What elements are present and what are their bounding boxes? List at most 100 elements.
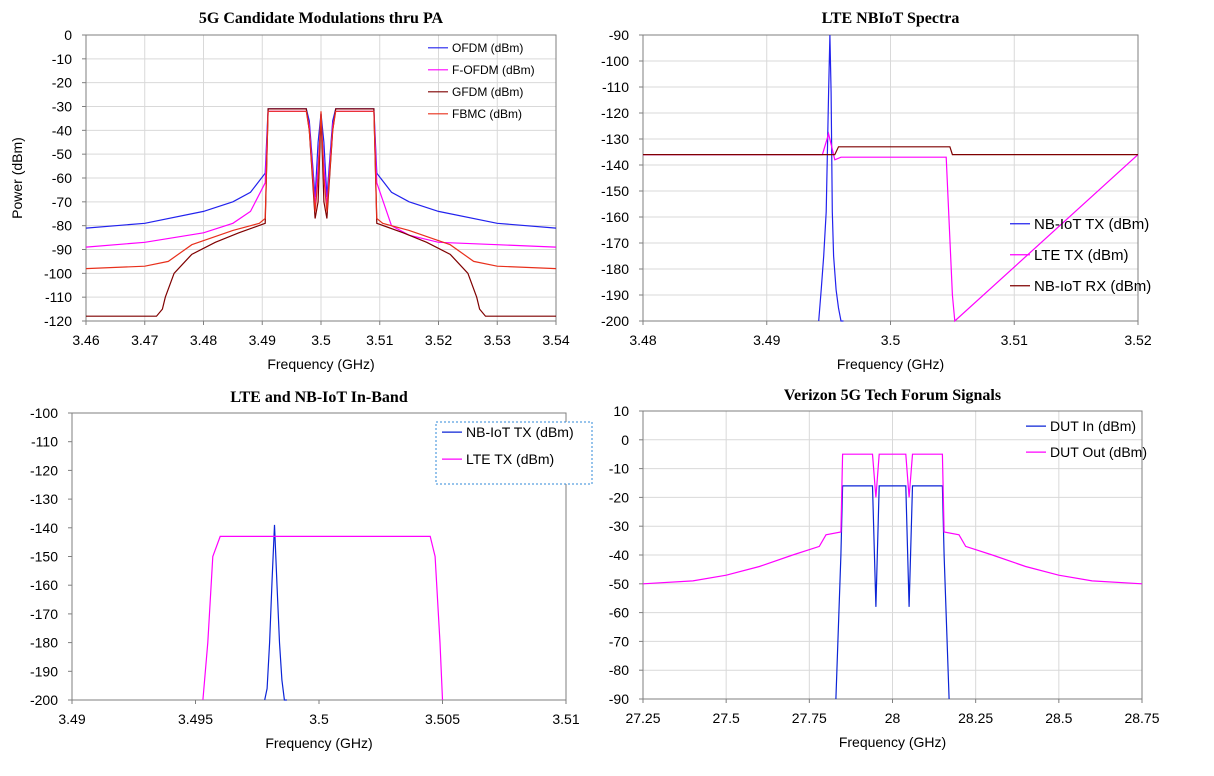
y-tick-label: -100: [601, 53, 629, 69]
series-line-2: [202, 535, 444, 701]
legend-label: OFDM (dBm): [452, 41, 523, 55]
y-tick-label: 10: [613, 403, 629, 419]
y-tick-label: -140: [30, 520, 58, 536]
x-tick-label: 3.48: [190, 332, 217, 348]
y-tick-label: -70: [52, 194, 72, 210]
chart-title: LTE NBIoT Spectra: [822, 10, 960, 27]
y-tick-label: -120: [44, 313, 72, 329]
chart-title: LTE and NB-IoT In-Band: [230, 389, 408, 406]
chart-2: 3.48 3.49 3.5 3.51 3.52 -90 -100 -110 -120 -130 -1…: [601, 10, 1152, 372]
y-tick-label: -70: [609, 633, 629, 649]
x-tick-label: 3.51: [552, 711, 579, 727]
y-tick-label: -140: [601, 157, 629, 173]
x-axis-label: Frequency (GHz): [837, 356, 944, 372]
x-tick-label: 3.49: [753, 332, 780, 348]
x-tick-label: 3.54: [542, 332, 569, 348]
y-tick-label: -10: [52, 51, 72, 67]
y-tick-label: -190: [601, 287, 629, 303]
y-tick-label: -100: [30, 405, 58, 421]
chart-3: 3.49 3.495 3.5 3.505 3.51 -100 -110 -120 -130 -14…: [30, 389, 593, 751]
chart-1: 3.46 3.47 3.48 3.49 3.5 3.51 3.52 3.53 3.54 0 -10 -…: [9, 10, 570, 372]
legend-label: FBMC (dBm): [452, 107, 522, 121]
y-tick-label: 0: [64, 27, 72, 43]
y-axis-label: Power (dBm): [9, 137, 25, 219]
y-tick-label: -160: [30, 577, 58, 593]
x-tick-label: 28.5: [1045, 710, 1072, 726]
y-tick-label: -90: [52, 242, 72, 258]
y-tick-label: -10: [609, 461, 629, 477]
y-tick-label: -40: [609, 547, 629, 563]
series-line-1: [835, 485, 950, 700]
y-tick-label: -150: [30, 549, 58, 565]
y-tick-label: -150: [601, 183, 629, 199]
y-tick-label: -60: [52, 170, 72, 186]
y-tick-label: -20: [609, 489, 629, 505]
x-tick-label: 3.49: [249, 332, 276, 348]
y-tick-label: -110: [31, 434, 58, 450]
x-tick-label: 27.5: [713, 710, 740, 726]
legend-label: NB-IoT RX (dBm): [1034, 278, 1151, 295]
chart-title: 5G Candidate Modulations thru PA: [199, 10, 444, 27]
legend-label: LTE TX (dBm): [466, 451, 554, 467]
series-line-2: [643, 131, 1139, 323]
x-tick-label: 3.52: [1124, 332, 1151, 348]
series-line-1: [264, 524, 287, 701]
x-tick-label: 3.52: [425, 332, 452, 348]
y-tick-label: -30: [609, 518, 629, 534]
y-tick-label: -120: [601, 105, 629, 121]
legend-label: GFDM (dBm): [452, 85, 523, 99]
series-line-4: [85, 110, 557, 270]
y-tick-label: -40: [52, 122, 72, 138]
series-line-2: [642, 453, 1143, 585]
x-tick-label: 3.5: [309, 711, 329, 727]
y-tick-label: -80: [52, 218, 72, 234]
y-tick-label: -130: [30, 491, 58, 507]
y-tick-label: -30: [52, 99, 72, 115]
chart-4: 27.25 27.5 27.75 28 28.25 28.5 28.75 10 0 -10 -20 -…: [609, 387, 1160, 750]
x-tick-label: 3.46: [72, 332, 99, 348]
y-tick-label: -50: [52, 146, 72, 162]
y-tick-label: 0: [621, 432, 629, 448]
x-tick-label: 28.75: [1124, 710, 1159, 726]
x-axis-label: Frequency (GHz): [839, 734, 946, 750]
y-tick-label: -170: [30, 606, 58, 622]
y-tick-label: -180: [30, 635, 58, 651]
y-tick-label: -190: [30, 663, 58, 679]
x-tick-label: 28: [885, 710, 901, 726]
x-tick-label: 27.25: [625, 710, 660, 726]
x-tick-label: 3.5: [881, 332, 901, 348]
y-tick-label: -160: [601, 209, 629, 225]
y-tick-label: -60: [609, 605, 629, 621]
legend-label: NB-IoT TX (dBm): [466, 424, 574, 440]
y-tick-label: -20: [52, 75, 72, 91]
x-axis-label: Frequency (GHz): [267, 356, 374, 372]
x-tick-label: 3.48: [629, 332, 656, 348]
series-line-3: [643, 146, 1138, 156]
chart-title: Verizon 5G Tech Forum Signals: [784, 387, 1001, 404]
y-tick-label: -120: [30, 462, 58, 478]
y-tick-label: -50: [609, 576, 629, 592]
x-tick-label: 3.51: [1001, 332, 1028, 348]
y-tick-label: -130: [601, 131, 629, 147]
x-tick-label: 3.495: [178, 711, 213, 727]
legend-label: LTE TX (dBm): [1034, 247, 1128, 264]
x-tick-label: 3.53: [484, 332, 511, 348]
y-tick-label: -110: [602, 79, 629, 95]
y-tick-label: -200: [601, 313, 629, 329]
y-tick-label: -170: [601, 235, 629, 251]
series-line-1: [818, 34, 844, 322]
x-axis-label: Frequency (GHz): [265, 735, 372, 751]
y-tick-label: -80: [609, 662, 629, 678]
y-tick-label: -90: [609, 27, 629, 43]
legend-label: NB-IoT TX (dBm): [1034, 216, 1149, 233]
x-tick-label: 28.25: [958, 710, 993, 726]
x-tick-label: 3.505: [425, 711, 460, 727]
x-tick-label: 3.51: [366, 332, 393, 348]
y-tick-label: -90: [609, 691, 629, 707]
y-tick-label: -110: [45, 289, 72, 305]
x-tick-label: 3.5: [311, 332, 331, 348]
y-tick-label: -100: [44, 265, 72, 281]
y-tick-label: -180: [601, 261, 629, 277]
legend-label: DUT Out (dBm): [1050, 444, 1147, 460]
